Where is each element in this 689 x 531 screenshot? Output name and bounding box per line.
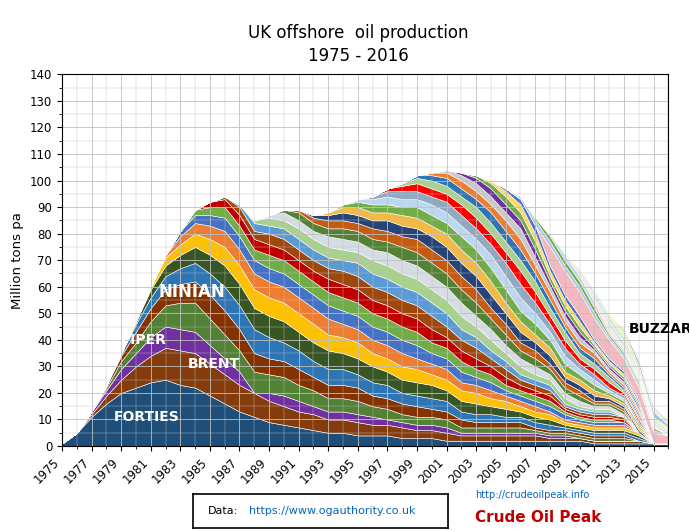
Text: UK offshore  oil production: UK offshore oil production (248, 24, 469, 42)
Text: http://crudeoilpeak.info: http://crudeoilpeak.info (475, 490, 590, 500)
Text: NINIAN: NINIAN (158, 283, 225, 301)
Text: Data:: Data: (208, 506, 238, 516)
Text: BUZZARD: BUZZARD (628, 322, 689, 336)
Text: PIPER: PIPER (121, 333, 167, 347)
Y-axis label: Million tons pa: Million tons pa (11, 212, 24, 309)
Text: https://www.ogauthority.co.uk: https://www.ogauthority.co.uk (249, 506, 415, 516)
Text: BRENT: BRENT (187, 357, 240, 371)
Text: Crude Oil Peak: Crude Oil Peak (475, 510, 601, 525)
Text: FORTIES: FORTIES (114, 410, 180, 424)
Text: 1975 - 2016: 1975 - 2016 (308, 47, 409, 65)
